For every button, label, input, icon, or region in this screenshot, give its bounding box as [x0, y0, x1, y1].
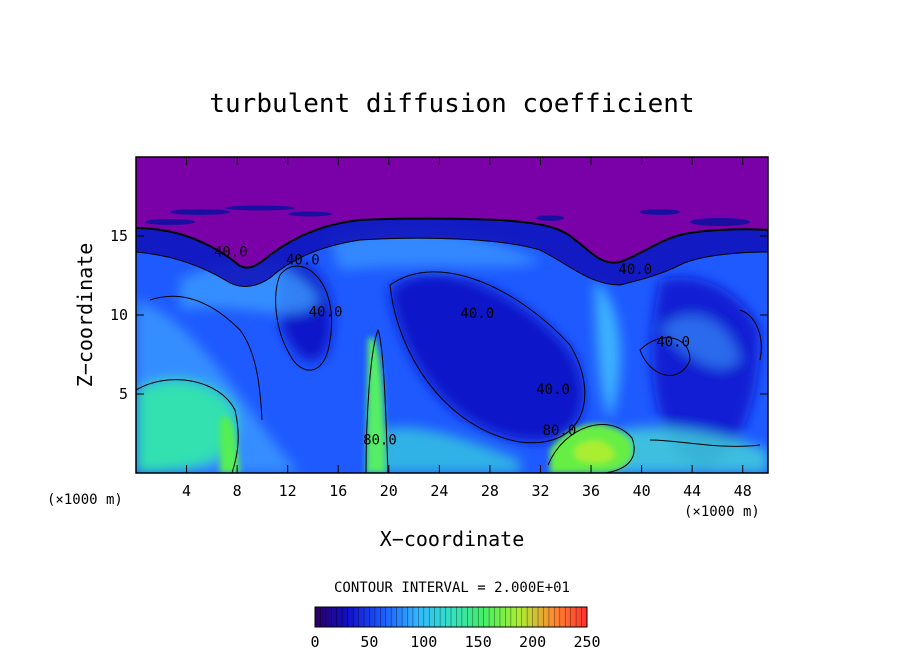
contour-label: 80.0 [543, 423, 577, 439]
upper-layer-streak [640, 209, 680, 215]
light-streak-4 [660, 315, 740, 369]
cyan-patch-right [610, 427, 768, 473]
plot-field [136, 157, 768, 473]
contour-line [639, 337, 691, 376]
x-tick-label: 4 [182, 482, 191, 500]
colorbar-stripes [320, 607, 582, 627]
contour-line [275, 265, 332, 371]
upper-layer-purple [136, 157, 768, 268]
contour-label: 40.0 [309, 305, 343, 321]
contour-label: 40.0 [656, 335, 690, 351]
x-tick-label: 32 [531, 482, 549, 500]
contour-line [136, 379, 239, 473]
colorbar-ticks: 0 50 100 150 200 250 [310, 633, 600, 651]
contour-line [136, 217, 768, 269]
y-tick-label: 5 [119, 385, 128, 403]
z-unit-label: (×1000 m) [47, 492, 123, 508]
contour-line [649, 439, 761, 447]
yellow-core-right [575, 440, 615, 463]
contour-label: 40.0 [214, 245, 248, 261]
contour-label: 40.0 [618, 262, 652, 278]
contour-line [739, 309, 762, 361]
x-tick-label: 24 [430, 482, 448, 500]
green-column-left [220, 416, 240, 473]
contour-line [136, 237, 768, 287]
light-streak-3 [595, 280, 621, 420]
x-axis-label: X−coordinate [380, 527, 525, 551]
contour-label: 80.0 [363, 433, 397, 449]
y-tick-label: 15 [110, 227, 128, 245]
colorbar-tick-label: 250 [573, 633, 600, 651]
x-tick-label: 36 [582, 482, 600, 500]
y-axis-label: Z−coordinate [73, 243, 97, 388]
contour-interval-text: CONTOUR INTERVAL = 2.000E+01 [334, 580, 570, 596]
light-streak-2 [330, 229, 540, 270]
upper-layer-streak [225, 205, 295, 211]
x-unit-label: (×1000 m) [684, 504, 760, 520]
contour-label: 40.0 [536, 382, 570, 398]
core-eddy-center [390, 273, 584, 442]
upper-layer-dark-edge [136, 218, 768, 287]
contour-line [547, 424, 635, 473]
upper-layer-streak [145, 219, 195, 225]
upper-layer-streak [170, 209, 230, 215]
x-tick-label: 16 [329, 482, 347, 500]
contour-line [149, 295, 263, 421]
contour-line [389, 271, 586, 444]
upper-layer-streak [536, 215, 564, 221]
x-tick-label: 20 [380, 482, 398, 500]
cyan-patch-bottom [380, 427, 520, 473]
x-tick-label: 40 [633, 482, 651, 500]
contour-label: 40.0 [286, 252, 320, 268]
y-tick-label: 10 [110, 306, 128, 324]
light-streak-1 [180, 262, 320, 314]
x-tick-label: 44 [683, 482, 701, 500]
x-tick-label: 48 [734, 482, 752, 500]
colorbar-tick-label: 0 [310, 633, 319, 651]
upper-layer-streak [690, 218, 750, 226]
x-tick-label: 8 [233, 482, 242, 500]
upper-layer-streak [288, 211, 332, 217]
colorbar-tick-label: 200 [519, 633, 546, 651]
chart-title: turbulent diffusion coefficient [209, 89, 694, 119]
x-tick-label: 28 [481, 482, 499, 500]
contour-labels: 40.0 40.0 40.0 40.0 40.0 40.0 40.0 80.0 80.0 [214, 245, 690, 449]
colorbar-tick-label: 150 [465, 633, 492, 651]
x-tick-label: 12 [279, 482, 297, 500]
colorbar-tick-label: 100 [410, 633, 437, 651]
colorbar-tick-label: 50 [360, 633, 378, 651]
contour-line [365, 328, 389, 473]
contour-label: 40.0 [460, 306, 494, 322]
cyan-patch-left [136, 379, 237, 473]
